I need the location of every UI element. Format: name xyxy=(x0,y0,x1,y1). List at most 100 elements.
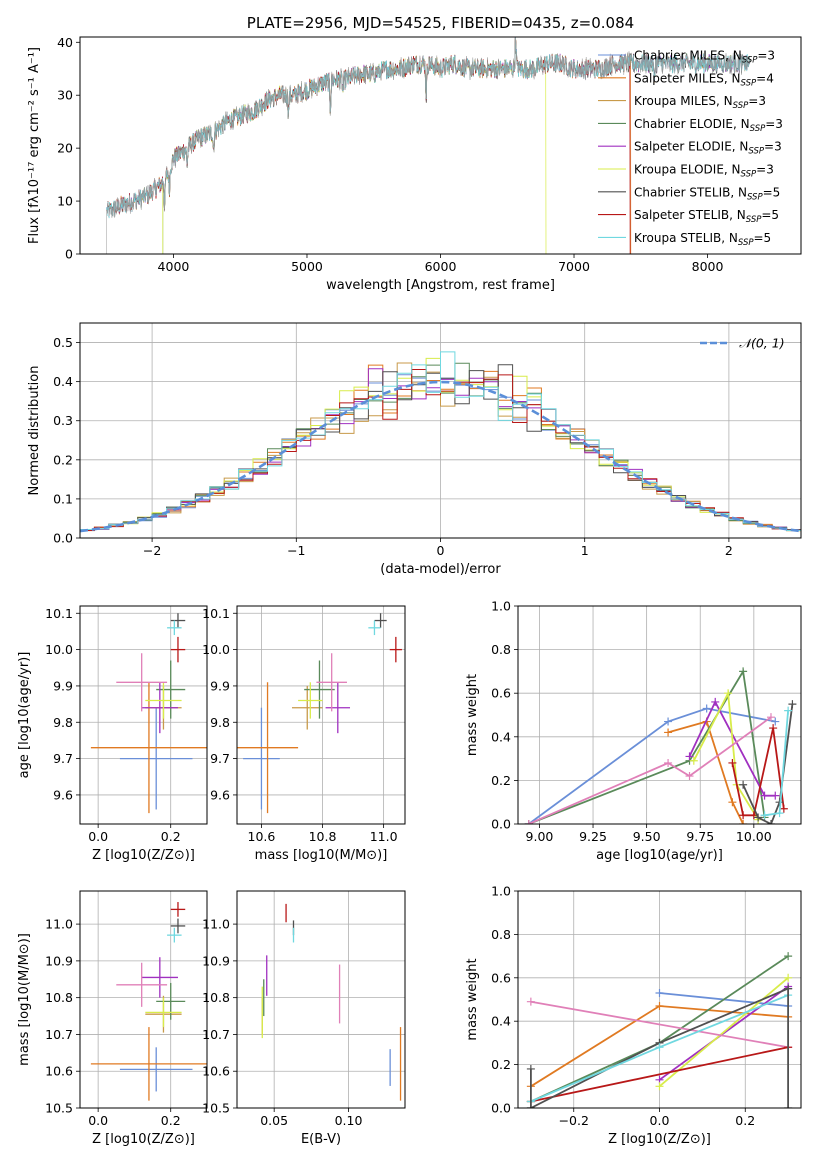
legend-label: Salpeter STELIB, NSSP=5 xyxy=(634,208,779,225)
plot-area xyxy=(90,613,207,814)
weight-point-salpeter_miles xyxy=(739,820,748,824)
y-tick-label: 0.6 xyxy=(491,686,511,701)
x-tick-label: 0.2 xyxy=(735,1113,755,1128)
weight-point-kroupa_elodie xyxy=(724,689,733,698)
legend-label-part: =4 xyxy=(756,71,774,85)
x-tick-label: 0.05 xyxy=(260,1113,288,1128)
y-axis-label: mass weight xyxy=(465,958,480,1040)
legend-label-part: =5 xyxy=(754,231,772,245)
y-axis-label: Normed distribution xyxy=(27,366,42,496)
weight-line-salpeter_miles xyxy=(667,720,744,824)
y-axis-label: mass [log10(M/M⊙)] xyxy=(17,933,32,1066)
weight-point-pink xyxy=(766,713,775,722)
y-tick-label: 10.7 xyxy=(45,1027,73,1042)
panel-residuals: −2 −1 0 1 2 0.0 0.1 0.2 0.3 0.4 0.5 (data-model)/er… xyxy=(27,322,802,577)
legend-label-sub: SSP xyxy=(742,56,758,66)
plot-area xyxy=(237,613,402,814)
legend-label-part: =3 xyxy=(756,163,774,177)
legend-label: 𝒩(0, 1) xyxy=(739,336,785,351)
weight-point-chabrier_stelib xyxy=(739,780,748,789)
panel-weight-vs-age: 9.00 9.25 9.50 9.75 10.00 0.0 0.2 0.4 0.6 0.8 1.0 a… xyxy=(465,599,802,863)
weight-point-chabrier_stelib xyxy=(784,1104,793,1108)
legend-label-part: =3 xyxy=(757,49,775,63)
weight-line-chabrier_miles xyxy=(528,707,776,824)
x-tick-label: 9.00 xyxy=(526,829,554,844)
chart-title: PLATE=2956, MJD=54525, FIBERID=0435, z=0… xyxy=(247,14,634,32)
weight-point-chabrier_elodie xyxy=(739,667,748,676)
legend-label-sub: SSP xyxy=(748,147,764,157)
x-tick-label: 9.50 xyxy=(633,829,661,844)
y-tick-label: 10.9 xyxy=(45,953,73,968)
y-tick-label: 11.0 xyxy=(45,917,73,932)
legend-label-part: Chabrier STELIB, N xyxy=(634,185,747,199)
legend-label: Salpeter MILES, NSSP=4 xyxy=(634,71,774,88)
legend-label-part: =5 xyxy=(761,208,779,222)
gaussian-curve xyxy=(80,380,801,533)
y-tick-label: 9.8 xyxy=(210,715,230,730)
x-tick-label: 0.0 xyxy=(88,829,108,844)
x-tick-label: −1 xyxy=(287,543,305,558)
legend-label-sub: SSP xyxy=(750,124,766,134)
weight-point-pink xyxy=(664,758,673,767)
legend-label-sub: SSP xyxy=(738,238,754,248)
y-tick-label: 10.0 xyxy=(45,642,73,657)
y-tick-label: 0.5 xyxy=(53,335,73,350)
panel-weight-vs-Z: −0.2 0.0 0.2 0.0 0.2 0.4 0.6 0.8 1.0 Z [log10(Z/Z… xyxy=(465,884,802,1147)
y-tick-label: 10.9 xyxy=(202,953,230,968)
x-axis-label: age [log10(age/yr)] xyxy=(596,848,723,863)
legend-label-part: =3 xyxy=(748,94,766,108)
x-tick-label: 9.25 xyxy=(579,829,607,844)
legend-label-sub: SSP xyxy=(746,215,762,225)
axes-frame xyxy=(236,605,406,825)
legend: Chabrier MILES, NSSP=3 Salpeter MILES, NS… xyxy=(598,49,783,248)
y-tick-label: 0.8 xyxy=(491,642,511,657)
y-tick-label: 0.4 xyxy=(491,729,511,744)
legend-label-part: Kroupa MILES, N xyxy=(634,94,733,108)
weight-point-kroupa_stelib xyxy=(784,706,793,715)
y-tick-label: 10.8 xyxy=(202,990,230,1005)
y-tick-label: 10.5 xyxy=(45,1101,73,1116)
weight-point-chabrier_stelib xyxy=(526,1064,535,1073)
y-tick-label: 9.8 xyxy=(53,715,73,730)
weight-point-chabrier_stelib xyxy=(526,1104,535,1108)
y-tick-label: 10 xyxy=(57,194,73,209)
x-tick-label: −2 xyxy=(143,543,161,558)
plot-area xyxy=(90,902,207,1101)
weight-point-chabrier_miles xyxy=(771,717,780,726)
weight-point-chabrier_stelib xyxy=(754,813,763,822)
y-tick-label: 0.6 xyxy=(491,970,511,985)
y-tick-label: 0.0 xyxy=(491,1101,511,1116)
legend-label-sub: SSP xyxy=(741,78,757,88)
weight-point-salpeter_stelib xyxy=(769,724,778,733)
y-tick-label: 9.7 xyxy=(210,751,230,766)
y-tick-label: 10.1 xyxy=(202,606,230,621)
panel-spectrum: 4000 5000 6000 7000 8000 0 10 20 30 40 wavelength … xyxy=(27,35,802,293)
x-axis-label: E(B-V) xyxy=(301,1132,341,1147)
weight-point-salpeter_miles xyxy=(655,1002,664,1011)
y-tick-label: 20 xyxy=(57,141,73,156)
x-tick-label: 10.6 xyxy=(248,829,276,844)
y-tick-label: 0.4 xyxy=(491,1014,511,1029)
y-axis-label: mass weight xyxy=(465,674,480,756)
x-tick-label: 7000 xyxy=(558,259,590,274)
legend-label: Chabrier MILES, NSSP=3 xyxy=(634,49,775,66)
residual-legend: 𝒩(0, 1) xyxy=(700,336,785,351)
weight-point-salpeter_stelib xyxy=(779,804,788,813)
y-tick-label: 0.3 xyxy=(53,413,73,428)
y-tick-label: 10.7 xyxy=(202,1027,230,1042)
legend-label-sub: SSP xyxy=(733,101,749,111)
weight-point-kroupa_stelib xyxy=(760,811,769,820)
y-tick-label: 40 xyxy=(57,35,73,50)
weight-point-salpeter_stelib xyxy=(739,811,748,820)
weight-point-pink xyxy=(526,997,535,1006)
legend-label: Salpeter ELODIE, NSSP=3 xyxy=(634,140,782,157)
weight-point-chabrier_stelib xyxy=(766,820,775,824)
weight-point-kroupa_stelib xyxy=(655,1043,664,1052)
legend-label-part: Salpeter ELODIE, N xyxy=(634,140,748,154)
legend-label-part: =3 xyxy=(764,140,782,154)
y-tick-label: 1.0 xyxy=(491,884,511,899)
x-tick-label: 8000 xyxy=(692,259,724,274)
legend-label-sub: SSP xyxy=(747,192,763,202)
legend-label-part: Chabrier ELODIE, N xyxy=(634,117,750,131)
y-tick-label: 0.1 xyxy=(53,491,73,506)
